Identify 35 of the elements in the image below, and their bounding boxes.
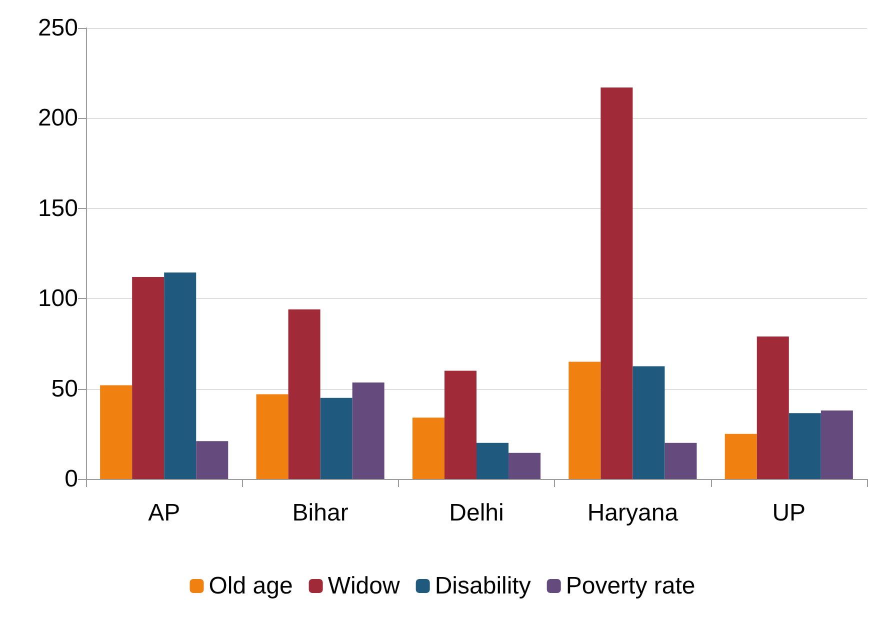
y-tick-label: 0 xyxy=(64,466,78,492)
x-tick-label: UP xyxy=(772,500,806,526)
bar xyxy=(788,413,821,479)
bar xyxy=(724,434,757,479)
x-tick-label: Bihar xyxy=(292,500,348,526)
y-tick-label: 150 xyxy=(38,194,78,222)
bar xyxy=(600,88,633,479)
y-tick-label: 250 xyxy=(38,14,78,42)
bar xyxy=(196,441,228,479)
x-tick-label: Haryana xyxy=(587,500,679,526)
bar xyxy=(508,452,541,479)
bar xyxy=(352,382,384,479)
y-tick-label: 100 xyxy=(38,285,78,312)
bar xyxy=(632,366,665,479)
bar xyxy=(568,362,601,479)
bar xyxy=(164,272,196,479)
bar xyxy=(444,370,476,479)
x-tick-label: AP xyxy=(148,500,180,526)
bar xyxy=(132,276,164,479)
bar xyxy=(756,336,789,479)
bar xyxy=(820,410,853,479)
y-tick-label: 50 xyxy=(51,375,78,402)
bar xyxy=(412,418,444,479)
bar xyxy=(256,394,288,479)
bar xyxy=(320,398,352,479)
x-tick-label: Delhi xyxy=(449,500,504,526)
legend-label: Disability xyxy=(434,572,531,600)
legend-label: Old age xyxy=(208,572,293,600)
bar xyxy=(476,442,509,479)
legend-label: Widow xyxy=(328,572,400,600)
legend-label: Poverty rate xyxy=(566,572,696,600)
bar xyxy=(100,385,132,479)
bar xyxy=(288,309,320,479)
bar xyxy=(664,442,697,479)
y-tick-label: 200 xyxy=(38,104,78,132)
